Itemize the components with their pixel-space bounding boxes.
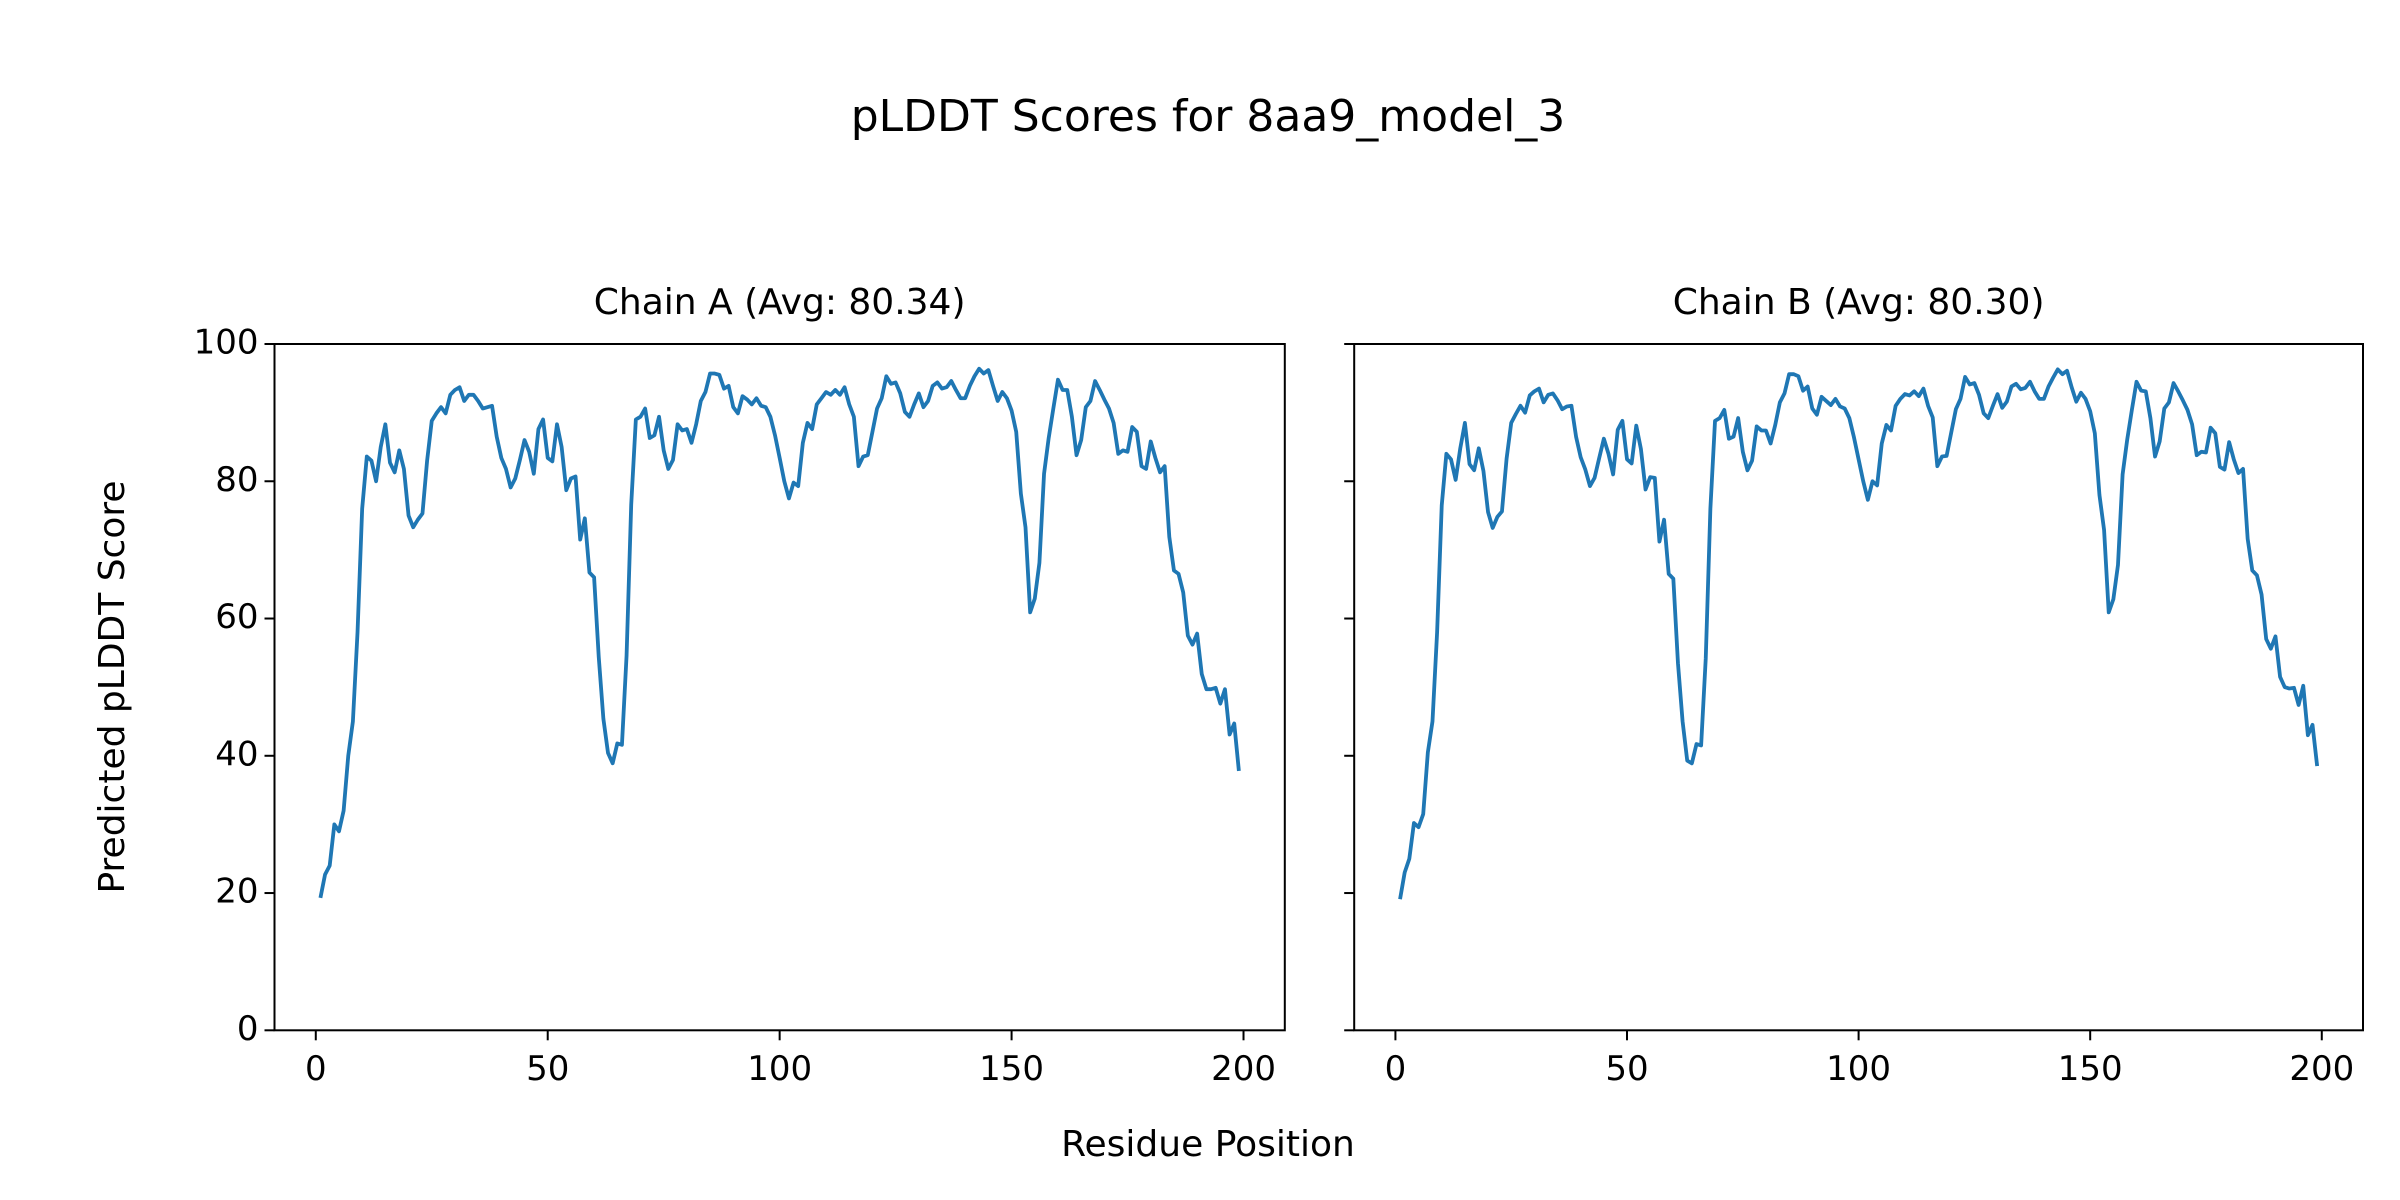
axes-frame — [273, 343, 1286, 1032]
axes-frame — [1353, 343, 2364, 1032]
subplot-title: Chain B (Avg: 80.30) — [1673, 282, 2045, 323]
y-tick-label: 0 — [237, 1009, 259, 1049]
y-tick-label: 60 — [215, 597, 258, 637]
x-tick-label: 50 — [526, 1049, 569, 1089]
x-tick-label: 150 — [2058, 1049, 2123, 1089]
x-axis-label: Residue Position — [1061, 1124, 1355, 1165]
series-line — [1398, 367, 2320, 900]
x-tick-label: 50 — [1605, 1049, 1648, 1089]
series-line — [318, 366, 1241, 899]
figure-title: pLDDT Scores for 8aa9_model_3 — [851, 91, 1566, 142]
y-axis-label: Predicted pLDDT Score — [92, 480, 133, 893]
x-tick-label: 100 — [1826, 1049, 1891, 1089]
x-tick-label: 0 — [1385, 1049, 1407, 1089]
x-tick-label: 100 — [747, 1049, 812, 1089]
y-tick-label: 40 — [215, 734, 258, 774]
y-tick-label: 20 — [215, 872, 258, 912]
subplot-title: Chain A (Avg: 80.34) — [594, 282, 966, 323]
x-tick-label: 200 — [1211, 1049, 1276, 1089]
y-tick-label: 80 — [215, 460, 258, 500]
x-tick-label: 150 — [979, 1049, 1044, 1089]
y-tick-label: 100 — [194, 323, 259, 363]
x-tick-label: 0 — [305, 1049, 327, 1089]
x-tick-label: 200 — [2289, 1049, 2354, 1089]
